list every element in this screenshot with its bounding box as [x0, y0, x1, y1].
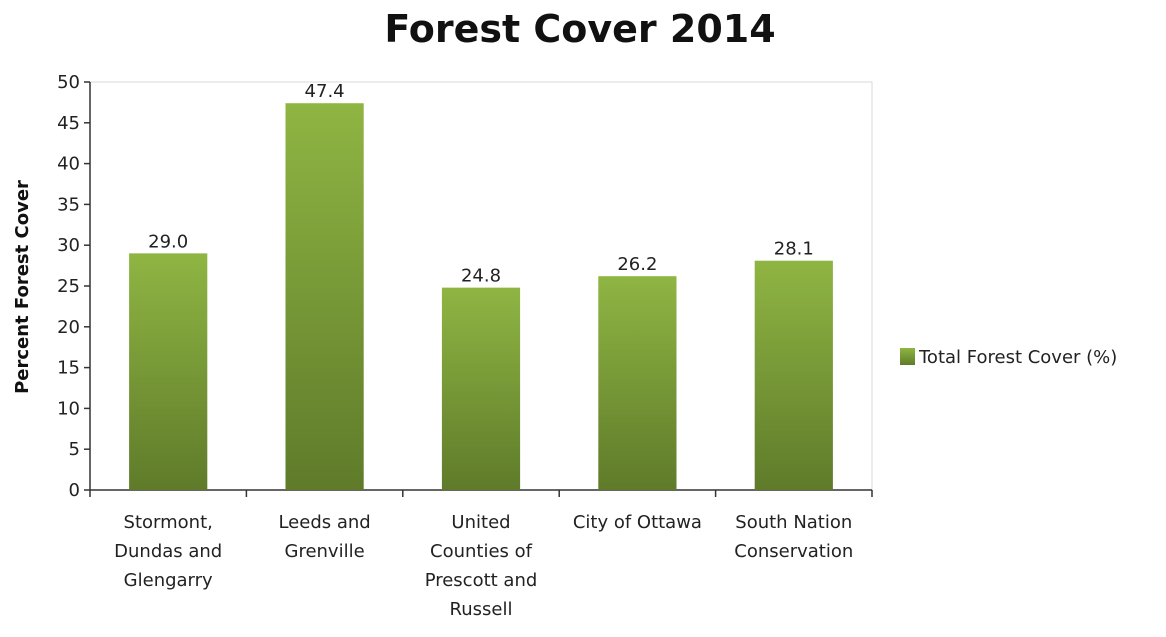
- y-axis-label: Percent Forest Cover: [12, 180, 33, 394]
- y-tick-label: 45: [57, 113, 80, 134]
- bar: [285, 103, 364, 490]
- y-tick-label: 30: [57, 235, 80, 256]
- legend-swatch: [900, 348, 915, 365]
- bar: [754, 260, 833, 490]
- legend-label: Total Forest Cover (%): [918, 347, 1117, 368]
- y-tick-label: 0: [69, 480, 80, 501]
- bar-value-label: 26.2: [617, 254, 657, 275]
- bar-value-label: 28.1: [774, 239, 814, 260]
- bar-value-label: 47.4: [305, 81, 345, 102]
- y-axis: 0 5 10 15 20 25 30 35 40 45 50: [57, 72, 91, 501]
- y-tick-label: 20: [57, 317, 80, 338]
- bar: [598, 276, 677, 490]
- category-label: City of Ottawa: [573, 512, 702, 533]
- bars: [129, 103, 833, 490]
- y-tick-label: 5: [69, 439, 80, 460]
- bar: [441, 287, 521, 490]
- y-tick-label: 10: [57, 398, 80, 419]
- value-labels: 29.0 47.4 24.8 26.2 28.1: [148, 81, 814, 286]
- category-label: Leeds and Grenville: [278, 512, 370, 562]
- y-tick-label: 25: [57, 276, 80, 297]
- bar-value-label: 29.0: [148, 231, 188, 252]
- legend: Total Forest Cover (%): [900, 347, 1117, 368]
- category-label: United Counties of Prescott and Russell: [425, 512, 538, 620]
- category-labels: Stormont, Dundas and Glengarry Leeds and Gre…: [114, 512, 853, 620]
- y-tick-label: 35: [57, 194, 80, 215]
- chart-title: Forest Cover 2014: [384, 7, 775, 51]
- x-axis: [89, 489, 873, 497]
- y-tick-label: 50: [57, 72, 80, 93]
- category-label: South Nation Conservation: [734, 512, 853, 562]
- y-tick-label: 40: [57, 154, 80, 175]
- bar: [129, 253, 208, 490]
- y-tick-label: 15: [57, 358, 80, 379]
- bar-value-label: 24.8: [461, 266, 501, 287]
- category-label: Stormont, Dundas and Glengarry: [114, 512, 222, 591]
